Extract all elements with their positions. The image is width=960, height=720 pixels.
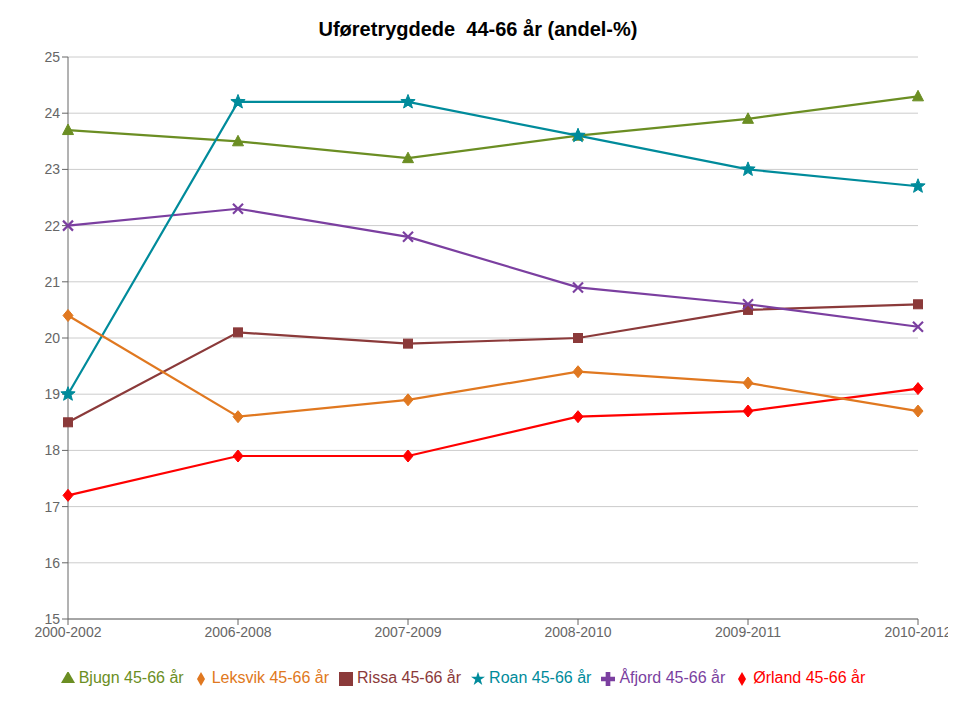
html-text:Uføretrygdede 44-66 år (andel-: Uføretrygdede 44-66 år (andel-%) xyxy=(318,18,638,40)
svg-text:23: 23 xyxy=(44,161,60,177)
html-text:Roan 45-66 år: Roan 45-66 år xyxy=(489,669,592,686)
svg-text:2010-2012: 2010-2012 xyxy=(885,624,948,640)
html-text:Bjugn 45-66 år: Bjugn 45-66 år xyxy=(78,669,184,686)
svg-text:18: 18 xyxy=(44,442,60,458)
svg-text:2006-2008: 2006-2008 xyxy=(205,624,272,640)
html-text:Ørland 45-66 år: Ørland 45-66 år xyxy=(753,669,866,686)
html-text:Rissa 45-66 år: Rissa 45-66 år xyxy=(357,669,462,686)
svg-text:16: 16 xyxy=(44,555,60,571)
svg-text:24: 24 xyxy=(44,105,60,121)
html-text:Åfjord 45-66 år: Åfjord 45-66 år xyxy=(619,669,726,686)
svg-text:20: 20 xyxy=(44,330,60,346)
svg-text:22: 22 xyxy=(44,218,60,234)
svg-text:2008-2010: 2008-2010 xyxy=(545,624,612,640)
svg-text:25: 25 xyxy=(44,49,60,65)
svg-text:2009-2011: 2009-2011 xyxy=(715,624,781,640)
svg-text:21: 21 xyxy=(44,274,60,290)
svg-text:17: 17 xyxy=(44,499,60,515)
svg-text:15: 15 xyxy=(44,611,60,627)
svg-text:19: 19 xyxy=(44,386,60,402)
html-text:Leksvik 45-66 år: Leksvik 45-66 år xyxy=(211,669,329,686)
svg-text:2007-2009: 2007-2009 xyxy=(375,624,442,640)
svg-text:2000-2002: 2000-2002 xyxy=(34,623,102,640)
